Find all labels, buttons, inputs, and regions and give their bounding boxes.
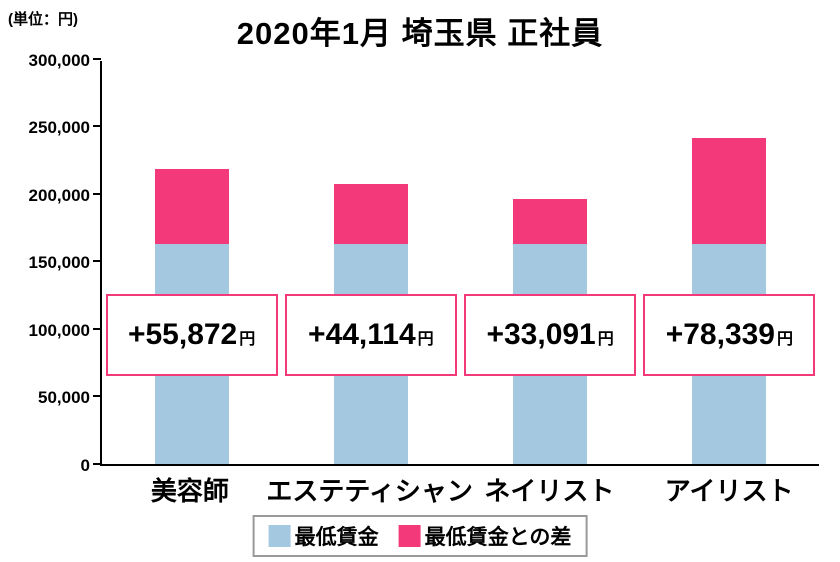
y-axis-tick xyxy=(93,58,101,60)
x-axis-label: アイリスト xyxy=(664,476,794,506)
legend-label: 最低賃金との差 xyxy=(424,526,572,549)
diff-label-box: +78,339 円 xyxy=(643,294,816,376)
diff-value: +33,091 xyxy=(486,318,596,351)
diff-label: +78,339 円 xyxy=(666,318,793,352)
diff-value: +44,114 xyxy=(308,318,416,351)
diff-segment xyxy=(154,169,229,244)
y-axis-label: 0 xyxy=(80,456,90,475)
diff-unit-suffix: 円 xyxy=(597,331,614,348)
legend: 最低賃金 最低賃金との差 xyxy=(252,515,588,557)
bar-slot: +44,114 円 xyxy=(281,61,460,464)
y-axis-label: 100,000 xyxy=(28,321,90,340)
y-axis-label: 50,000 xyxy=(38,388,90,407)
bar-slot: +33,091 円 xyxy=(461,61,640,464)
diff-label-box: +44,114 円 xyxy=(284,294,457,376)
diff-label-box: +55,872 円 xyxy=(105,294,278,376)
y-axis-tick xyxy=(93,395,101,397)
plot-area: +55,872 円 +44,114 円 +33,091 円 +78,339 円 xyxy=(93,58,819,466)
y-axis-tick xyxy=(93,328,101,330)
x-axis-label: 美容師 xyxy=(150,476,229,506)
legend-swatch xyxy=(268,525,291,547)
y-axis-label: 300,000 xyxy=(28,51,90,70)
legend-label: 最低賃金 xyxy=(294,526,379,549)
bar-slot: +78,339 円 xyxy=(640,61,819,464)
diff-unit-suffix: 円 xyxy=(417,331,434,348)
diff-label: +55,872 円 xyxy=(128,318,255,352)
y-axis-label: 250,000 xyxy=(28,118,90,137)
y-axis-label: 150,000 xyxy=(28,253,90,272)
y-axis-tick xyxy=(93,125,101,127)
legend-item: 最低賃金との差 xyxy=(398,521,572,551)
y-axis-tick xyxy=(93,260,101,262)
legend-item: 最低賃金 xyxy=(268,521,379,551)
unit-label: (単位：円) xyxy=(8,11,78,28)
legend-swatch xyxy=(398,525,421,547)
y-axis: 0 50,000 100,000 150,000 200,000 250,000 300,0… xyxy=(0,51,90,475)
y-axis-label: 200,000 xyxy=(28,186,90,205)
x-axis-label: エステティシャン xyxy=(266,476,473,506)
diff-label: +44,114 円 xyxy=(308,318,434,352)
diff-segment xyxy=(513,199,588,244)
y-axis-tick xyxy=(93,193,101,195)
y-axis-tick xyxy=(93,463,101,465)
diff-label-box: +33,091 円 xyxy=(464,294,637,376)
diff-unit-suffix: 円 xyxy=(777,331,794,348)
diff-value: +55,872 xyxy=(127,318,238,351)
diff-segment xyxy=(333,184,408,244)
diff-unit-suffix: 円 xyxy=(239,331,256,348)
x-axis-labels: 美容師 エステティシャン ネイリスト アイリスト xyxy=(100,471,819,507)
x-axis-label: ネイリスト xyxy=(484,476,615,506)
diff-label: +33,091 円 xyxy=(486,318,613,352)
chart-title: 2020年1月 埼玉県 正社員 xyxy=(236,16,604,51)
diff-segment xyxy=(692,138,767,244)
diff-value: +78,339 xyxy=(665,318,775,351)
bar-slot: +55,872 円 xyxy=(102,61,281,464)
